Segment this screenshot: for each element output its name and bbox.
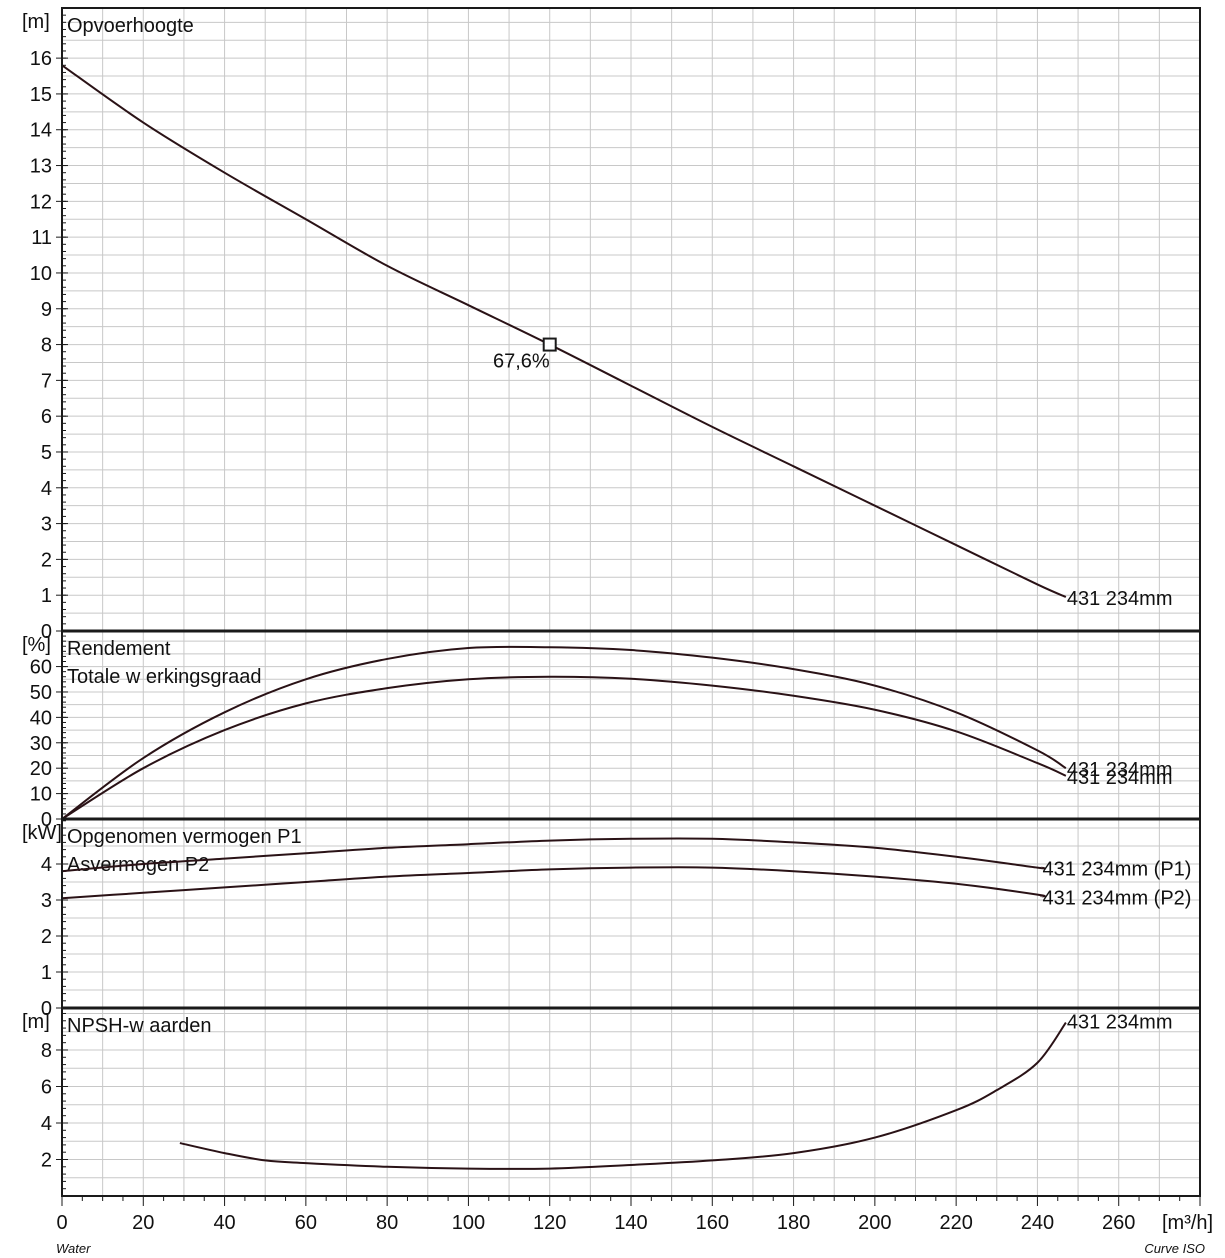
npsh-y-tick-label: 6 <box>41 1076 52 1098</box>
npsh-y-tick-label: 2 <box>41 1149 52 1171</box>
head-y-tick-label: 12 <box>30 191 52 213</box>
x-unit-label: [m³/h] <box>1162 1212 1213 1234</box>
head-y-tick-label: 0 <box>41 621 52 643</box>
efficiency-curve-label-1: 431 234mm <box>1067 767 1173 789</box>
efficiency-y-tick-label: 60 <box>30 657 52 679</box>
footer-medium-label: Water <box>56 1241 91 1256</box>
power-y-tick-label: 0 <box>41 998 52 1020</box>
head-y-tick-label: 8 <box>41 335 52 357</box>
power-curve-label-1: 431 234mm (P2) <box>1042 887 1191 909</box>
npsh-curve-0 <box>179 1022 1067 1170</box>
footer-curve-standard-label: Curve ISO <box>1144 1241 1205 1256</box>
x-tick-label: 160 <box>696 1212 729 1234</box>
x-tick-label: 60 <box>295 1212 317 1234</box>
npsh-y-tick-label: 4 <box>41 1113 52 1135</box>
power-curve-1 <box>61 866 1046 900</box>
x-tick-label: 80 <box>376 1212 398 1234</box>
power-y-tick-label: 2 <box>41 926 52 948</box>
power-y-tick-label: 3 <box>41 890 52 912</box>
power-y-tick-label: 1 <box>41 962 52 984</box>
efficiency-title: Totale w erkingsgraad <box>67 666 262 688</box>
efficiency-y-tick-label: 40 <box>30 707 52 729</box>
head-curve-label-0: 431 234mm <box>1067 588 1173 610</box>
head-y-tick-label: 14 <box>30 120 52 142</box>
x-tick-label: 0 <box>56 1212 67 1234</box>
power-curve-0 <box>61 837 1046 873</box>
head-y-tick-label: 2 <box>41 549 52 571</box>
npsh-title: NPSH-w aarden <box>67 1015 212 1037</box>
efficiency-y-tick-label: 10 <box>30 784 52 806</box>
head-y-tick-label: 16 <box>30 48 52 70</box>
head-unit-label: [m] <box>22 11 50 33</box>
power-unit-label: [kW] <box>22 822 62 844</box>
efficiency-unit-label: [%] <box>22 634 51 656</box>
efficiency-curve-0 <box>61 645 1067 820</box>
x-tick-label: 120 <box>533 1212 566 1234</box>
head-y-tick-label: 15 <box>30 84 52 106</box>
operating-point-marker <box>542 337 557 352</box>
x-tick-label: 240 <box>1021 1212 1054 1234</box>
x-tick-label: 20 <box>132 1212 154 1234</box>
efficiency-title: Rendement <box>67 638 171 660</box>
head-y-tick-label: 6 <box>41 406 52 428</box>
efficiency-y-tick-label: 0 <box>41 809 52 831</box>
x-tick-label: 220 <box>939 1212 972 1234</box>
npsh-y-tick-label: 8 <box>41 1040 52 1062</box>
head-y-tick-label: 1 <box>41 585 52 607</box>
efficiency-y-tick-label: 20 <box>30 758 52 780</box>
head-y-tick-label: 5 <box>41 442 52 464</box>
head-y-tick-label: 4 <box>41 478 52 500</box>
head-curve-0 <box>61 64 1067 598</box>
x-tick-label: 200 <box>858 1212 891 1234</box>
x-tick-label: 100 <box>452 1212 485 1234</box>
efficiency-curve-label-0: 431 234mm <box>1067 759 1173 781</box>
x-tick-label: 140 <box>614 1212 647 1234</box>
head-y-tick-label: 9 <box>41 299 52 321</box>
power-title: Opgenomen vermogen P1 <box>67 826 302 848</box>
head-title: Opvoerhoogte <box>67 15 194 37</box>
head-y-tick-label: 7 <box>41 370 52 392</box>
x-tick-label: 260 <box>1102 1212 1135 1234</box>
efficiency-y-tick-label: 30 <box>30 733 52 755</box>
efficiency-y-tick-label: 50 <box>30 682 52 704</box>
npsh-unit-label: [m] <box>22 1011 50 1033</box>
head-y-tick-label: 3 <box>41 514 52 536</box>
power-y-tick-label: 4 <box>41 854 52 876</box>
head-y-tick-label: 10 <box>30 263 52 285</box>
operating-point-efficiency-label: 67,6% <box>493 351 550 373</box>
x-tick-label: 180 <box>777 1212 810 1234</box>
x-tick-label: 40 <box>213 1212 235 1234</box>
npsh-curve-label-0: 431 234mm <box>1067 1012 1173 1034</box>
efficiency-curve-1 <box>61 675 1067 820</box>
head-y-tick-label: 13 <box>30 156 52 178</box>
power-curve-label-0: 431 234mm (P1) <box>1042 859 1191 881</box>
head-y-tick-label: 11 <box>31 227 52 249</box>
